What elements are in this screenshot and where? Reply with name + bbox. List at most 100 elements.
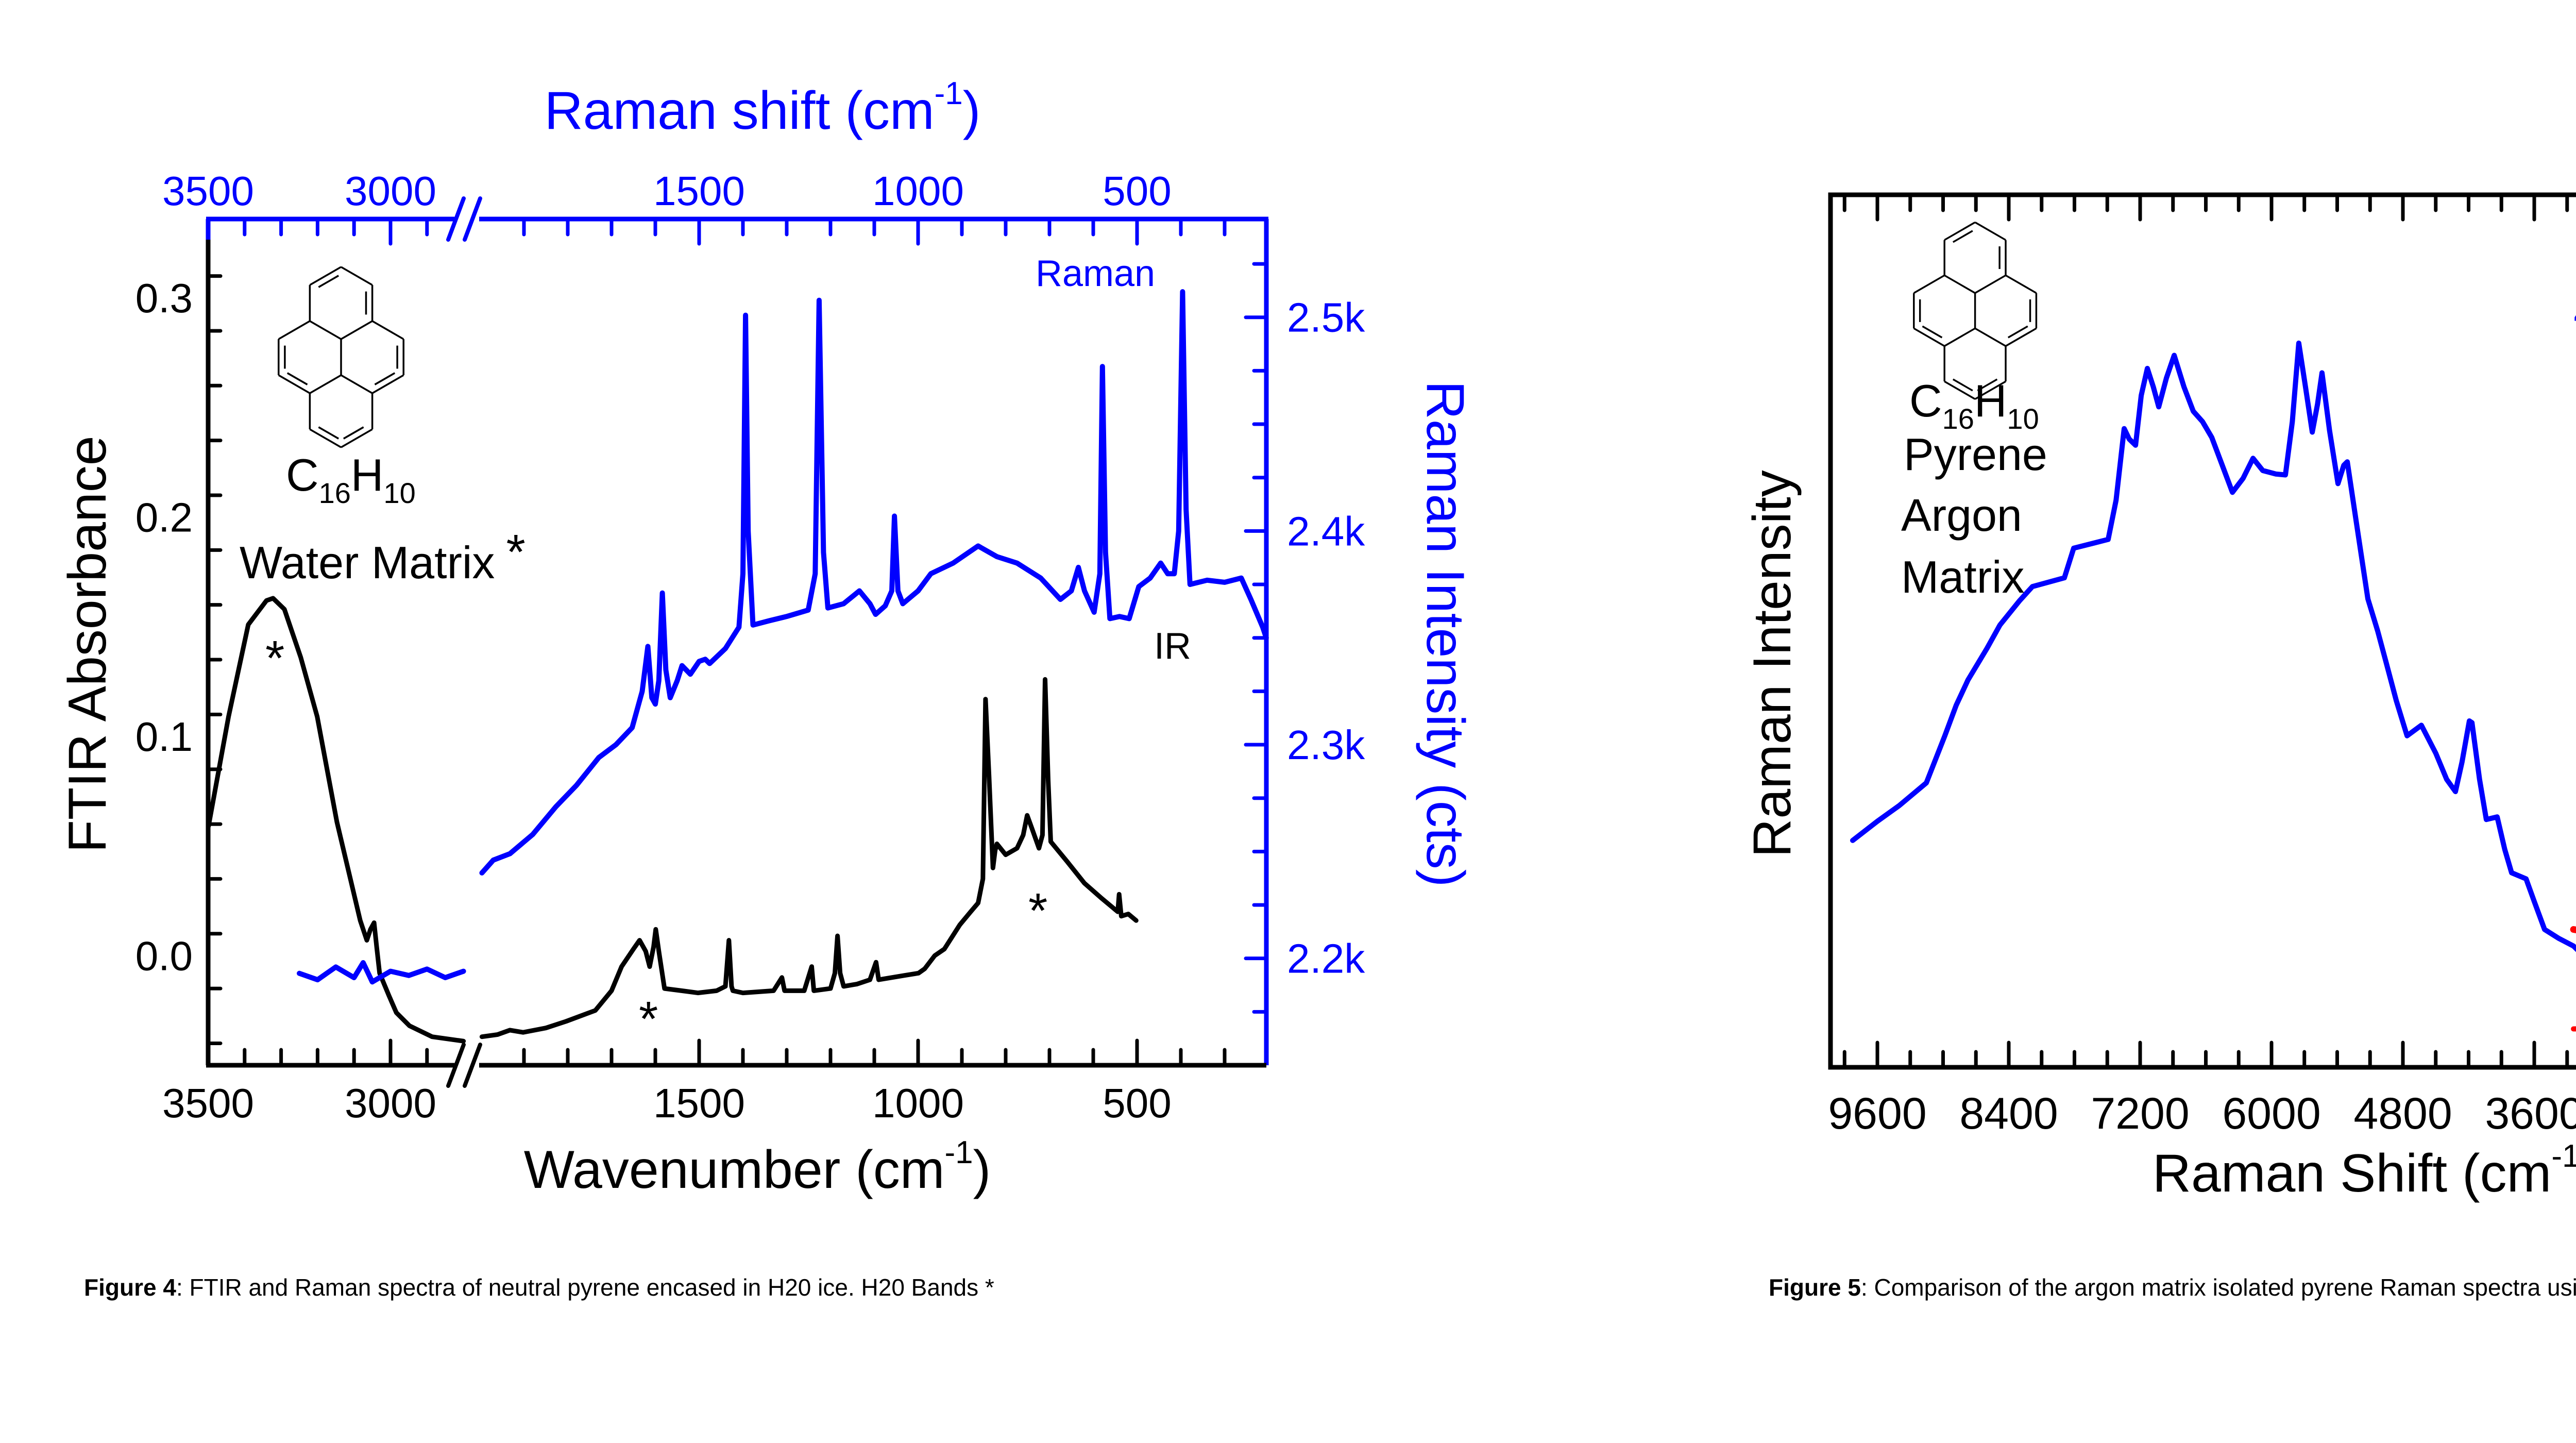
fig5-x-axis-title: Raman Shift (cm-1) bbox=[2153, 1138, 2576, 1203]
double-bond-line bbox=[286, 372, 308, 385]
fig4-water-band-marker: * bbox=[265, 631, 284, 686]
series-785-nm-1x--line bbox=[2571, 1026, 2576, 1032]
fig5-x-tick-label: 6000 bbox=[2222, 1089, 2320, 1138]
fig4-x2-tick-label: 1500 bbox=[653, 168, 745, 214]
legend-405nm: 405 nm bbox=[2573, 282, 2576, 340]
pyrene-structure-icon bbox=[1913, 221, 2038, 400]
fig4-y-tick-label: 0.1 bbox=[135, 714, 193, 760]
fig4-axis-break-mark bbox=[463, 196, 482, 242]
fig4-x2-axis-title: Raman shift (cm-1) bbox=[545, 76, 981, 141]
figure-5-series-layer bbox=[1850, 340, 2576, 1032]
bond-line bbox=[278, 320, 311, 340]
fig4-raman-label: Raman bbox=[1036, 253, 1155, 294]
fig4-water-band-marker: * bbox=[1028, 883, 1047, 938]
bond-line bbox=[341, 266, 373, 286]
fig4-ir-label: IR bbox=[1154, 626, 1191, 667]
series-ir-line bbox=[479, 677, 1139, 1039]
fig4-x-tick-label: 3000 bbox=[345, 1080, 436, 1126]
fig5-y-axis-title: Raman Intensity bbox=[1742, 470, 1802, 857]
series-raman-line bbox=[297, 960, 466, 985]
fig4-x2-tick-label: 3500 bbox=[162, 168, 254, 214]
fig4-y-tick-label: 0.2 bbox=[135, 495, 193, 541]
fig5-matrix-label: Argon bbox=[1901, 490, 2022, 541]
double-bond-line bbox=[1922, 325, 1943, 339]
fig4-axis-break-mark bbox=[446, 1043, 466, 1088]
series-785-nm-15x--line bbox=[2570, 926, 2576, 933]
fig5-x-tick-label: 8400 bbox=[1959, 1089, 2058, 1138]
fig4-x-axis-title: Wavenumber (cm-1) bbox=[524, 1135, 991, 1200]
fig4-x2-tick-label: 1000 bbox=[872, 168, 964, 214]
series-raman-line bbox=[479, 289, 1269, 876]
fig5-formula: C16H10 bbox=[1909, 375, 2039, 435]
bond-line bbox=[1913, 274, 1945, 294]
bond-line bbox=[309, 266, 342, 286]
fig4-axis-break-mark bbox=[446, 196, 466, 242]
fig4-y-tick-label: 0.3 bbox=[135, 275, 193, 321]
bond-line bbox=[1944, 221, 1976, 241]
caption-text: : FTIR and Raman spectra of neutral pyre… bbox=[176, 1274, 994, 1301]
fig4-y2-axis-title: Raman Intensity (cts) bbox=[1415, 381, 1475, 887]
bond-line bbox=[2005, 327, 2037, 347]
figure-4-caption: Figure 4: FTIR and Raman spectra of neut… bbox=[84, 1269, 1423, 1306]
figure-5-caption: Figure 5: Comparison of the argon matrix… bbox=[1769, 1269, 2576, 1306]
fig5-sample-label: Pyrene bbox=[1904, 429, 2047, 480]
double-bond-line bbox=[318, 275, 340, 288]
caption-text: : Comparison of the argon matrix isolate… bbox=[1860, 1274, 2576, 1301]
fig5-x-tick-label: 9600 bbox=[1828, 1089, 1926, 1138]
fig5-x-tick-label: 4800 bbox=[2353, 1089, 2452, 1138]
fig4-x2-tick-label: 3000 bbox=[345, 168, 436, 214]
figure-4-series-layer bbox=[206, 289, 1269, 1044]
fig4-water-matrix-label: Water Matrix * bbox=[240, 525, 526, 588]
bond-line bbox=[309, 320, 342, 340]
fig4-y-tick-label: 0.0 bbox=[135, 933, 193, 979]
bond-line bbox=[1913, 327, 1945, 347]
legend-785nm: 785 nm bbox=[2573, 222, 2576, 279]
bond-line bbox=[1974, 221, 2006, 241]
figure-4-axes: 3500 3500 3000 3000 1500 1500 1000 1000 500 500 0.… bbox=[135, 168, 1365, 1126]
double-bond-line bbox=[2007, 325, 2028, 339]
fig5-plot-frame bbox=[1828, 192, 2576, 1070]
fig5-matrix-label: Matrix bbox=[1901, 551, 2025, 602]
fig5-legend: 785 nm 405 nm bbox=[2573, 222, 2576, 340]
bond-line bbox=[1944, 274, 1976, 294]
bond-line bbox=[1944, 380, 1976, 400]
bond-line bbox=[1974, 327, 2006, 347]
bond-line bbox=[1944, 327, 1976, 347]
fig4-formula: C16H10 bbox=[286, 449, 416, 509]
fig4-x2-tick-label: 500 bbox=[1103, 168, 1171, 214]
fig4-y-axis-title: FTIR Absorbance bbox=[58, 435, 117, 852]
bond-line bbox=[309, 428, 342, 448]
fig4-x-tick-label: 3500 bbox=[162, 1080, 254, 1126]
bond-line bbox=[371, 374, 404, 394]
fig4-x-tick-label: 1000 bbox=[872, 1080, 964, 1126]
fig5-x-tick-label: 7200 bbox=[2091, 1089, 2189, 1138]
fig4-x-tick-label: 500 bbox=[1103, 1080, 1171, 1126]
bond-line bbox=[341, 428, 373, 448]
double-bond-line bbox=[343, 426, 364, 440]
double-bond-line bbox=[374, 372, 396, 385]
figure-4-chart: 3500 3500 3000 3000 1500 1500 1000 1000 500 500 0.… bbox=[58, 76, 1475, 1200]
double-bond-line bbox=[1952, 378, 1973, 392]
pyrene-structure-icon bbox=[278, 266, 404, 448]
figure-5-axes: 96008400720060004800360024001200 bbox=[1828, 192, 2576, 1138]
bond-line bbox=[371, 320, 404, 340]
fig4-y2-tick-label: 2.3k bbox=[1287, 722, 1365, 768]
bond-line bbox=[2005, 274, 2037, 294]
double-bond-line bbox=[1952, 230, 1973, 243]
bond-line bbox=[1974, 274, 2006, 294]
double-bond-line bbox=[318, 426, 340, 440]
series-405-nm-line bbox=[1850, 340, 2576, 952]
fig4-x-tick-label: 1500 bbox=[653, 1080, 745, 1126]
fig4-axis-break-mark bbox=[463, 1043, 482, 1088]
series-ir-line bbox=[206, 596, 466, 1044]
figure-5-chart: 96008400720060004800360024001200 Raman S… bbox=[1742, 192, 2576, 1203]
fig4-water-band-marker: * bbox=[639, 992, 658, 1047]
caption-label: Figure 4 bbox=[84, 1274, 176, 1301]
bond-line bbox=[278, 374, 311, 394]
bond-line bbox=[341, 374, 373, 394]
fig4-y2-tick-label: 2.4k bbox=[1287, 508, 1365, 554]
caption-label: Figure 5 bbox=[1769, 1274, 1861, 1301]
fig4-y2-tick-label: 2.2k bbox=[1287, 936, 1365, 982]
bond-line bbox=[341, 320, 373, 340]
